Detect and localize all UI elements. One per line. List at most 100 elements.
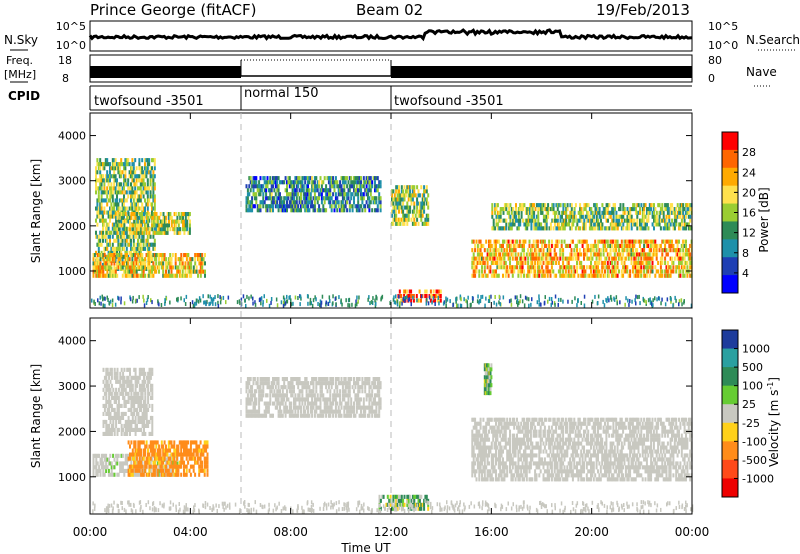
heatmap-cell (118, 170, 121, 175)
nave-tick-top: 80 (708, 54, 722, 67)
heatmap-cell (130, 379, 133, 384)
heatmap-cell (99, 162, 102, 167)
heatmap-cell (611, 273, 613, 278)
heatmap-cell (181, 452, 184, 457)
heatmap-cell (274, 180, 277, 185)
heatmap-cell (416, 217, 419, 222)
heatmap-cell (121, 265, 124, 270)
heatmap-cell (153, 242, 156, 247)
heatmap-cell (521, 239, 524, 244)
heatmap-cell (153, 464, 156, 469)
heatmap-cell (194, 440, 197, 445)
heatmap-cell (123, 269, 126, 274)
heatmap-cell (109, 453, 112, 458)
heatmap-cell (130, 174, 132, 179)
heatmap-cell (169, 273, 172, 278)
heatmap-cell (298, 188, 301, 193)
heatmap-cell (158, 444, 161, 449)
heatmap-cell (354, 188, 357, 193)
heatmap-cell (109, 166, 111, 171)
heatmap-cell (195, 452, 198, 457)
heatmap-cell (537, 226, 540, 231)
heatmap-cell (99, 158, 102, 163)
heatmap-cell (445, 303, 447, 308)
heatmap-cell (187, 269, 190, 274)
heatmap-cell (166, 261, 169, 266)
heatmap-cell (502, 218, 505, 223)
heatmap-cell (586, 214, 589, 219)
heatmap-cell (104, 303, 106, 308)
heatmap-cell (265, 188, 268, 193)
heatmap-cell (623, 210, 626, 215)
heatmap-cell (191, 464, 194, 469)
heatmap-cell (371, 180, 374, 185)
heatmap-cell (134, 407, 137, 412)
heatmap-cell (511, 265, 514, 270)
heatmap-cell (300, 192, 302, 197)
heatmap-cell (204, 261, 206, 266)
heatmap-cell (308, 192, 311, 197)
y-tick-label: 4000 (58, 130, 86, 143)
heatmap-cell (166, 460, 169, 465)
heatmap-cell (533, 210, 536, 215)
heatmap-cell (312, 208, 315, 213)
heatmap-cell (672, 269, 675, 274)
heatmap-cell (144, 186, 146, 191)
heatmap-cell (679, 214, 682, 219)
heatmap-cell (282, 295, 285, 300)
heatmap-cell (633, 218, 636, 223)
heatmap-cell (521, 256, 524, 261)
heatmap-cell (137, 452, 140, 457)
heatmap-cell (624, 302, 626, 307)
heatmap-cell (316, 200, 319, 205)
heatmap-cell (647, 298, 650, 303)
heatmap-cell (92, 257, 95, 262)
heatmap-cell (545, 260, 548, 265)
heatmap-cell (360, 176, 362, 181)
heatmap-cell (594, 203, 597, 208)
heatmap-cell (93, 265, 96, 270)
heatmap-cell (507, 269, 510, 274)
heatmap-cell (538, 207, 541, 212)
heatmap-cell (315, 196, 318, 201)
heatmap-cell (305, 184, 308, 189)
heatmap-cell (482, 273, 485, 278)
heatmap-cell (272, 176, 274, 181)
heatmap-cell (333, 184, 336, 189)
heatmap-cell (559, 273, 562, 278)
heatmap-cell (492, 269, 495, 274)
heatmap-cell (119, 403, 122, 408)
heatmap-cell (160, 472, 163, 477)
heatmap-cell (661, 297, 663, 302)
heatmap-cell (509, 222, 512, 227)
heatmap-cell (301, 180, 304, 185)
heatmap-cell (105, 411, 108, 416)
heatmap-cell (115, 411, 118, 416)
heatmap-cell (116, 202, 118, 207)
heatmap-cell (118, 296, 120, 301)
heatmap-cell (103, 258, 106, 263)
heatmap-cell (137, 206, 139, 211)
heatmap-cell (131, 299, 134, 304)
heatmap-cell (668, 226, 671, 231)
heatmap-cell (135, 242, 138, 247)
heatmap-cell (376, 296, 378, 301)
heatmap-cell (110, 246, 113, 251)
heatmap-cell (168, 215, 170, 220)
heatmap-cell (410, 302, 412, 307)
heatmap-cell (127, 391, 130, 396)
heatmap-cell (141, 234, 144, 239)
heatmap-cell (142, 190, 145, 195)
heatmap-cell (685, 214, 687, 219)
heatmap-cell (550, 269, 553, 274)
heatmap-cell (665, 269, 668, 274)
heatmap-cell (516, 256, 518, 261)
heatmap-cell (115, 419, 118, 424)
heatmap-cell (157, 299, 159, 304)
heatmap-cell (540, 222, 543, 227)
heatmap-cell (137, 174, 139, 179)
heatmap-cell (154, 215, 157, 220)
heatmap-cell (638, 265, 641, 270)
heatmap-cell (124, 242, 127, 247)
heatmap-cell (136, 379, 138, 384)
